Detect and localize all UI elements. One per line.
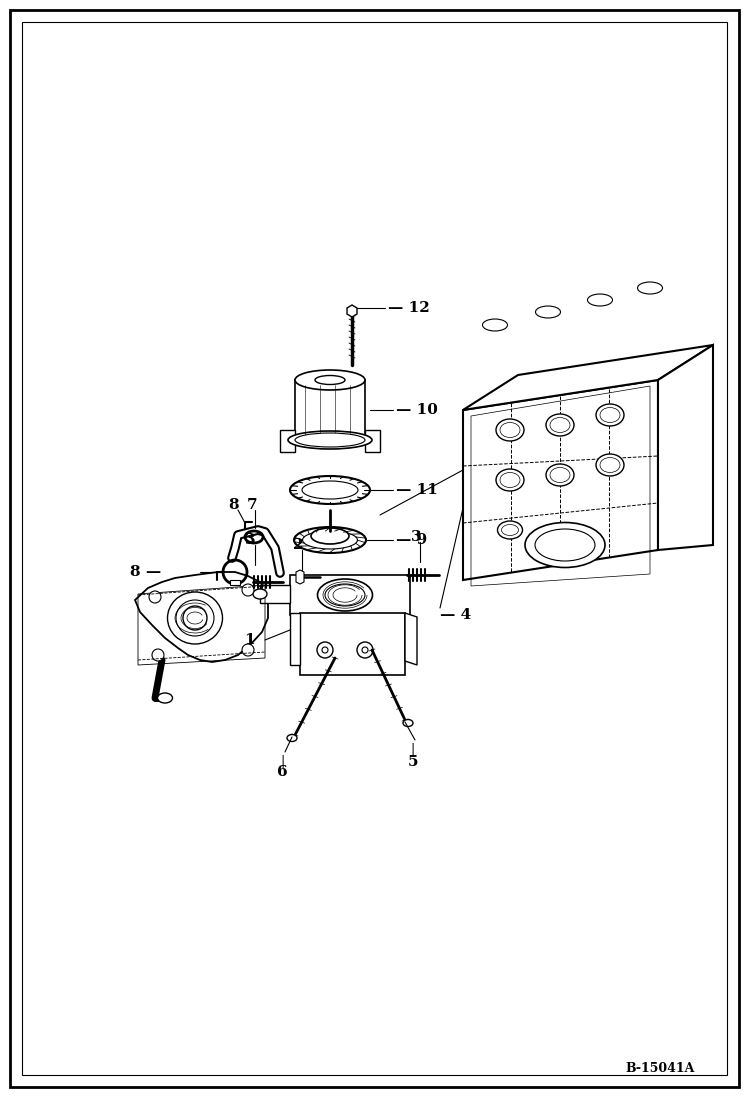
Ellipse shape	[295, 370, 365, 391]
Text: — 11: — 11	[396, 483, 438, 497]
Ellipse shape	[302, 480, 358, 499]
Ellipse shape	[637, 282, 663, 294]
Circle shape	[242, 644, 254, 656]
Text: 8 —: 8 —	[130, 565, 161, 579]
Text: B-15041A: B-15041A	[625, 1062, 694, 1074]
Text: |: |	[411, 744, 415, 757]
Text: |: |	[280, 756, 284, 769]
Ellipse shape	[294, 527, 366, 553]
Circle shape	[152, 649, 164, 661]
Ellipse shape	[290, 476, 370, 504]
Ellipse shape	[587, 294, 613, 306]
Polygon shape	[365, 430, 380, 452]
Polygon shape	[230, 580, 240, 585]
Polygon shape	[300, 613, 405, 675]
Polygon shape	[135, 572, 268, 661]
Ellipse shape	[600, 407, 620, 422]
Polygon shape	[463, 344, 713, 410]
Circle shape	[242, 584, 254, 596]
Text: 3: 3	[245, 533, 255, 547]
Ellipse shape	[536, 306, 560, 318]
Ellipse shape	[303, 531, 357, 548]
Text: 2: 2	[293, 538, 303, 552]
Text: — 4: — 4	[440, 608, 471, 622]
Text: 6: 6	[276, 765, 288, 779]
Ellipse shape	[550, 467, 570, 483]
Ellipse shape	[157, 693, 172, 703]
Circle shape	[322, 647, 328, 653]
Ellipse shape	[496, 419, 524, 441]
Circle shape	[149, 591, 161, 603]
Ellipse shape	[403, 720, 413, 726]
Ellipse shape	[295, 433, 365, 446]
Ellipse shape	[596, 454, 624, 476]
Polygon shape	[260, 585, 290, 603]
Ellipse shape	[600, 457, 620, 473]
Text: 5: 5	[407, 755, 418, 769]
Polygon shape	[295, 380, 365, 440]
Ellipse shape	[318, 579, 372, 611]
Ellipse shape	[525, 522, 605, 567]
Polygon shape	[347, 305, 357, 317]
Polygon shape	[280, 430, 295, 452]
Ellipse shape	[550, 418, 570, 432]
Polygon shape	[290, 575, 410, 615]
Ellipse shape	[546, 414, 574, 436]
Polygon shape	[405, 613, 417, 665]
Text: — 12: — 12	[388, 301, 430, 315]
Ellipse shape	[482, 319, 508, 331]
Ellipse shape	[287, 735, 297, 742]
Circle shape	[317, 642, 333, 658]
Text: 8: 8	[228, 498, 240, 512]
Ellipse shape	[535, 529, 595, 561]
Ellipse shape	[496, 470, 524, 491]
Ellipse shape	[546, 464, 574, 486]
Ellipse shape	[502, 524, 518, 535]
Ellipse shape	[500, 422, 520, 438]
Polygon shape	[290, 613, 300, 665]
Ellipse shape	[288, 431, 372, 449]
Ellipse shape	[315, 375, 345, 385]
Text: 1: 1	[244, 633, 255, 647]
Ellipse shape	[311, 528, 349, 544]
Circle shape	[357, 642, 373, 658]
Text: — 9: — 9	[396, 533, 427, 547]
Circle shape	[183, 606, 207, 630]
Polygon shape	[658, 344, 713, 550]
Ellipse shape	[176, 600, 214, 636]
Text: 7: 7	[246, 498, 258, 512]
Text: 3: 3	[410, 530, 421, 544]
Ellipse shape	[497, 521, 523, 539]
Polygon shape	[463, 380, 658, 580]
Text: — 10: — 10	[396, 403, 438, 417]
Ellipse shape	[596, 404, 624, 426]
Circle shape	[362, 647, 368, 653]
Polygon shape	[296, 570, 304, 584]
Ellipse shape	[253, 589, 267, 599]
Ellipse shape	[500, 473, 520, 487]
Ellipse shape	[325, 584, 365, 606]
Ellipse shape	[168, 592, 222, 644]
